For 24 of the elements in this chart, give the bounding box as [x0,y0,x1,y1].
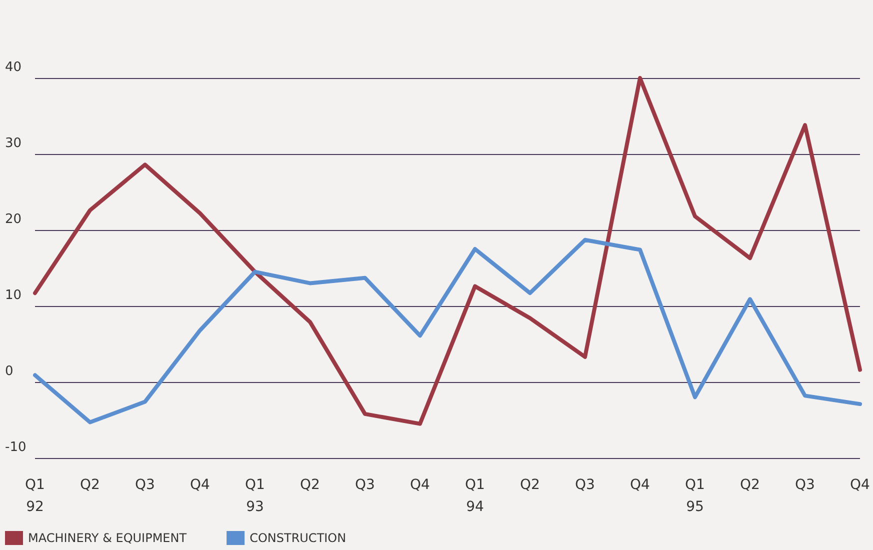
y-tick-label: 30 [5,136,22,151]
y-tick-label: 40 [5,60,22,75]
x-tick-label: Q3 [355,477,375,493]
x-tick-label: Q4 [850,477,870,493]
x-tick-label: Q2 [80,477,100,493]
legend-label: MACHINERY & EQUIPMENT [28,531,188,545]
x-tick-label: Q3 [575,477,595,493]
x-tick-label: Q2 [300,477,320,493]
x-tick-label: Q2 [520,477,540,493]
x-tick-label: Q3 [135,477,155,493]
y-tick-label: 20 [5,212,22,227]
x-tick-label: Q4 [630,477,650,493]
y-tick-label: -10 [5,440,26,455]
y-tick-label: 10 [5,288,22,303]
x-tick-label: Q1 92 [25,477,45,515]
x-tick-label: Q2 [740,477,760,493]
x-tick-label: Q4 [190,477,210,493]
x-tick-label: Q1 95 [685,477,705,515]
x-tick-label: Q3 [795,477,815,493]
x-tick-label: Q1 94 [465,477,485,515]
x-tick-label: Q4 [410,477,430,493]
x-tick-label: Q1 93 [245,477,265,515]
legend-label: CONSTRUCTION [250,531,346,545]
y-tick-label: 0 [5,364,14,379]
